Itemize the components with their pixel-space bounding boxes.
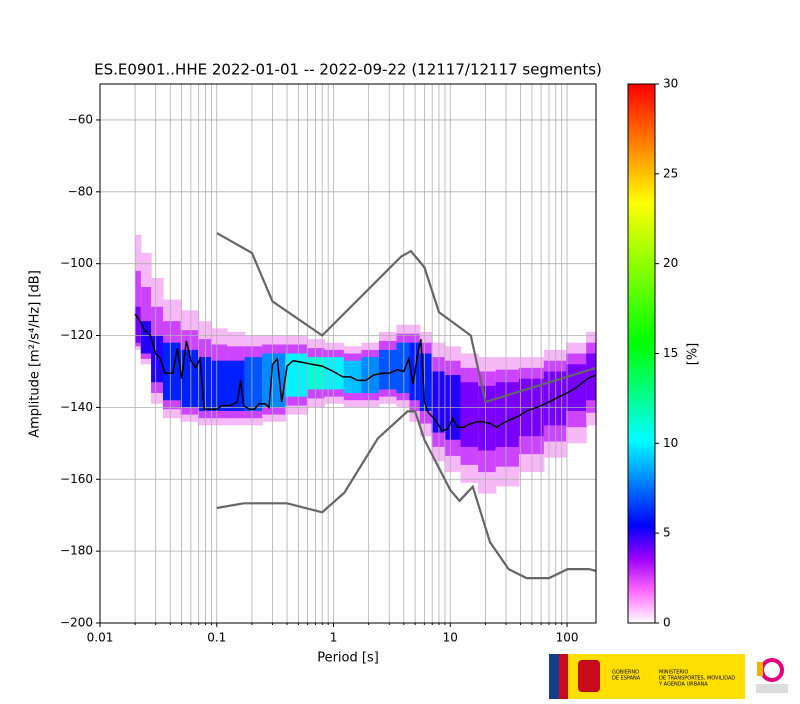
x-tick-label: 0.01 (87, 631, 114, 645)
density-core (180, 349, 199, 408)
logo-ring (760, 658, 784, 682)
colorbar-tick-label: 20 (663, 256, 678, 270)
logo-text: DE ESPAÑA (612, 675, 641, 682)
y-tick-label: −140 (60, 400, 93, 414)
plot-area (100, 84, 596, 623)
density-core (140, 321, 152, 354)
y-tick-label: −60 (68, 112, 93, 126)
mean-line (134, 313, 596, 432)
density-core (324, 357, 345, 390)
colorbar-tick-label: 0 (663, 616, 671, 630)
density-core (396, 342, 411, 394)
logo-text: GOBIERNO (612, 670, 639, 676)
density-core (211, 360, 228, 411)
colorbar (627, 83, 656, 624)
logo-eu-strip (549, 654, 559, 699)
x-tick-label: 10 (443, 631, 458, 645)
y-tick-label: −120 (60, 328, 93, 342)
y-tick-label: −200 (60, 616, 93, 630)
logo-shield (578, 660, 600, 692)
logo-text: DE TRANSPORTES, MOVILIDAD (659, 676, 735, 682)
logo-flag-red (559, 654, 568, 699)
colorbar-label: [%] (686, 343, 701, 366)
y-axis-label: Amplitude [m²/s⁴/Hz] [dB] (28, 270, 43, 438)
colorbar-tick-label: 25 (663, 166, 678, 180)
colorbar-tick-label: 30 (663, 77, 678, 91)
y-tick-label: −180 (60, 544, 93, 558)
density-core (343, 360, 362, 394)
density-core (378, 349, 398, 390)
density-core (361, 357, 380, 394)
colorbar-tick-label: 15 (663, 346, 678, 360)
density-core (495, 382, 520, 447)
x-tick-label: 1 (330, 631, 338, 645)
noise-model-line (216, 410, 596, 580)
logo-gobierno: GOBIERNO DE ESPAÑA MINISTERIO DE TRANSPO… (549, 654, 745, 699)
x-tick-label: 100 (556, 631, 579, 645)
density-core (163, 342, 182, 401)
noise-model-line (216, 232, 596, 404)
density-core (285, 353, 308, 397)
density-core (262, 353, 287, 408)
chart-title: ES.E0901..HHE 2022-01-01 -- 2022-09-22 (… (94, 61, 602, 79)
density-core (244, 357, 263, 411)
y-tick-label: −160 (60, 472, 93, 486)
plot-frame (99, 83, 597, 624)
y-tick-label: −100 (60, 256, 93, 270)
density-core (460, 382, 479, 447)
logo-caption (756, 684, 788, 693)
density-core (135, 306, 142, 343)
logo-bar (757, 662, 763, 676)
logo-ign (756, 658, 788, 693)
logo-text: MINISTERIO (659, 670, 688, 676)
density-core (227, 360, 246, 411)
x-axis-label: Period [s] (317, 651, 379, 666)
colorbar-tick-label: 5 (663, 526, 671, 540)
logo-text: Y AGENDA URBANA (658, 682, 708, 688)
y-tick-label: −80 (68, 184, 93, 198)
colorbar-tick-label: 10 (663, 436, 678, 450)
density-core (431, 371, 446, 433)
x-tick-label: 0.1 (207, 631, 226, 645)
density-core (478, 385, 497, 451)
